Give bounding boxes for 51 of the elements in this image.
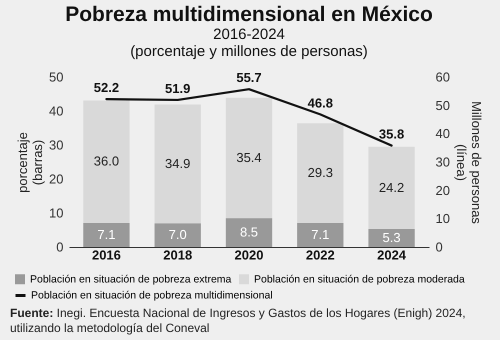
bar xyxy=(83,100,130,223)
y2-tick-label: 20 xyxy=(436,182,450,198)
legend-label: Población en situación de pobreza extrema xyxy=(30,273,232,286)
y-tick-label: 0 xyxy=(56,240,64,254)
data-label: 35.4 xyxy=(236,150,262,165)
bar xyxy=(226,218,272,247)
y-axis-title: porcentaje (barras) xyxy=(15,132,46,193)
y-tick-label: 40 xyxy=(49,104,64,118)
y-tick-label: 50 xyxy=(49,70,64,84)
x-tick-label: 2020 xyxy=(234,248,264,262)
y-tick-label: 10 xyxy=(49,206,64,220)
data-label: 7.0 xyxy=(168,227,187,242)
bar xyxy=(154,223,201,247)
y2-tick-label: 30 xyxy=(436,154,450,170)
bar xyxy=(297,123,344,223)
chart-title: Pobreza multidimensional en México xyxy=(65,3,433,26)
bar xyxy=(297,222,344,247)
y2-tick-label: 60 xyxy=(436,70,450,84)
legend-label: Población en situación de pobreza moderada xyxy=(254,273,465,286)
data-label: 29.3 xyxy=(308,165,333,180)
chart-subtitle: 2016-2024 (porcentaje y millones de personas) xyxy=(130,26,368,60)
bar xyxy=(368,146,415,229)
y2-tick-label: 10 xyxy=(436,211,450,226)
data-label: 51.9 xyxy=(165,80,190,96)
data-label: 7.1 xyxy=(311,226,330,242)
y2-tick-label: 40 xyxy=(436,126,450,142)
data-label: 35.8 xyxy=(378,126,404,142)
source-note: Fuente: Inegi. Encuesta Nacional de Ingresos y Gastos de los Hogares (Enigh) 2024, utilizando la metodología del Coneval xyxy=(10,306,467,336)
bar xyxy=(154,104,201,224)
data-label: 46.8 xyxy=(308,95,333,110)
x-tick-label: 2018 xyxy=(163,248,192,262)
data-label: 24.2 xyxy=(378,180,404,195)
bar xyxy=(226,98,272,218)
data-label: 55.7 xyxy=(236,70,262,86)
y-tick-label: 30 xyxy=(49,138,64,152)
y2-tick-label: 0 xyxy=(436,240,443,254)
x-tick-label: 2024 xyxy=(377,248,407,262)
y2-tick-label: 50 xyxy=(436,98,450,113)
x-tick-label: 2022 xyxy=(306,248,335,262)
bar xyxy=(368,228,415,247)
data-label: 5.3 xyxy=(382,230,401,245)
data-label: 8.5 xyxy=(240,224,258,240)
data-label: 7.1 xyxy=(97,226,116,242)
data-label: 52.2 xyxy=(94,80,120,96)
x-tick-label: 2016 xyxy=(92,248,121,262)
data-label: 36.0 xyxy=(94,154,120,169)
y-tick-label: 20 xyxy=(49,172,64,186)
data-label: 34.9 xyxy=(165,156,190,171)
legend-label: Población en situación de pobreza multidimensional xyxy=(31,290,273,302)
y2-axis-title: Millones de personas (línea) xyxy=(454,101,484,224)
bar xyxy=(83,222,130,247)
